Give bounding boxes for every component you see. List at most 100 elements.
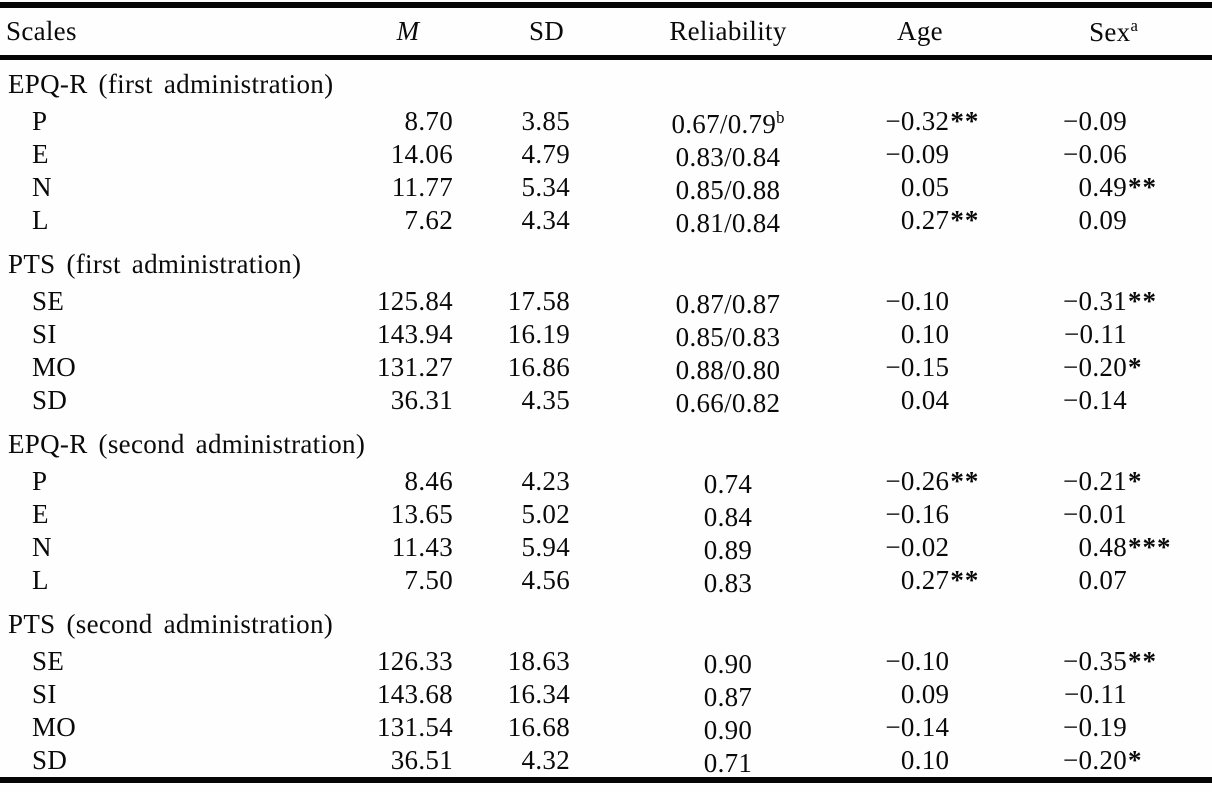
scale-name-cell: E <box>32 138 49 169</box>
age-correlation-cell: −0.15 <box>870 351 995 384</box>
table-row: P 8.46 4.23 0.74 −0.26 ** −0.21 * <box>0 461 1212 500</box>
age-value: −0.15 <box>885 351 950 382</box>
sex-significance-stars: *** <box>1128 531 1172 562</box>
sex-value: −0.21 <box>1063 465 1127 496</box>
mean-cell: 11.43 <box>391 531 453 562</box>
mean-cell: 143.68 <box>376 678 453 709</box>
age-value: 0.27 <box>900 564 950 595</box>
sd-cell: 16.19 <box>507 318 570 349</box>
age-significance-stars: ** <box>950 204 980 235</box>
sd-cell: 17.58 <box>507 285 570 316</box>
scale-name-cell: N <box>32 171 52 202</box>
sex-correlation-cell: −0.20 * <box>995 351 1212 384</box>
mean-cell: 143.94 <box>376 318 453 349</box>
reliability-value: 0.85/0.88 <box>675 175 781 205</box>
reliability-value: 0.74 <box>703 469 753 499</box>
age-value: 0.27 <box>900 204 950 235</box>
sex-value: 0.07 <box>1078 564 1127 595</box>
reliability-cell: 0.87/0.87 <box>570 281 870 321</box>
sd-cell: 16.86 <box>507 351 570 382</box>
scale-name-cell: N <box>32 531 52 562</box>
mean-cell: 14.06 <box>390 138 453 169</box>
age-correlation-cell: −0.32 ** <box>870 105 995 138</box>
table-row: SI 143.68 16.34 0.87 0.09 −0.11 <box>0 674 1212 713</box>
table-header-rule <box>0 55 1212 60</box>
sex-correlation-cell: −0.11 <box>995 678 1212 711</box>
table-row: SD 36.51 4.32 0.71 0.10 −0.20 * <box>0 740 1212 779</box>
sex-significance-stars: ** <box>1128 645 1157 676</box>
age-value: −0.32 <box>885 105 950 136</box>
table-section: EPQ-R (first administration) P 8.70 3.85 0.6… <box>0 68 1212 238</box>
section-label: PTS (first administration) <box>8 249 302 279</box>
table-row: SE 126.33 18.63 0.90 −0.10 −0.35 ** <box>0 641 1212 680</box>
table-body: EPQ-R (first administration) P 8.70 3.85 0.6… <box>0 68 1212 779</box>
sex-correlation-cell: −0.11 <box>995 318 1212 351</box>
table-row: E 13.65 5.02 0.84 −0.16 −0.01 <box>0 494 1212 533</box>
reliability-value: 0.71 <box>703 748 753 778</box>
sex-value: −0.06 <box>1063 138 1127 169</box>
age-value: 0.05 <box>900 171 950 202</box>
age-correlation-cell: −0.26 ** <box>870 465 995 498</box>
scale-name-cell: MO <box>32 351 77 382</box>
sex-value: −0.01 <box>1063 498 1127 529</box>
table-section: PTS (first administration) SE 125.84 17.58 0… <box>0 248 1212 418</box>
mean-cell: 7.50 <box>404 564 453 595</box>
table-row: L 7.50 4.56 0.83 0.27 ** 0.07 <box>0 560 1212 599</box>
sex-correlation-cell: −0.06 <box>995 138 1212 171</box>
sex-correlation-cell: −0.01 <box>995 498 1212 531</box>
age-correlation-cell: 0.09 <box>870 678 995 711</box>
age-correlation-cell: −0.16 <box>870 498 995 531</box>
reliability-cell: 0.87 <box>570 674 870 714</box>
mean-cell: 11.77 <box>391 171 453 202</box>
sd-cell: 4.23 <box>521 465 570 496</box>
sex-significance-stars: * <box>1128 351 1143 382</box>
reliability-cell: 0.74 <box>570 461 870 501</box>
sd-cell: 4.32 <box>521 744 570 775</box>
sd-cell: 4.34 <box>521 204 570 235</box>
age-correlation-cell: 0.05 <box>870 171 995 204</box>
mean-cell: 8.70 <box>404 105 453 136</box>
sd-cell: 5.94 <box>521 531 570 562</box>
scale-name-cell: MO <box>32 711 77 742</box>
sex-value: −0.11 <box>1064 678 1127 709</box>
table-row: E 14.06 4.79 0.83/0.84 −0.09 −0.06 <box>0 134 1212 173</box>
table-row: MO 131.54 16.68 0.90 −0.14 −0.19 <box>0 707 1212 746</box>
reliability-cell: 0.66/0.82 <box>570 380 870 420</box>
scale-name-cell: SI <box>32 318 57 349</box>
mean-cell: 126.33 <box>376 645 453 676</box>
sex-value: −0.31 <box>1063 285 1127 316</box>
table-row: SE 125.84 17.58 0.87/0.87 −0.10 −0.31 ** <box>0 281 1212 320</box>
section-label: EPQ-R (first administration) <box>8 69 334 99</box>
sex-value: −0.14 <box>1063 384 1127 415</box>
scale-name-cell: SD <box>32 384 68 415</box>
table-header-row: Scales M SD Reliability Age Sexa <box>0 8 1212 55</box>
age-significance-stars: ** <box>950 465 980 496</box>
mean-cell: 36.51 <box>390 744 453 775</box>
reliability-value: 0.89 <box>703 535 753 565</box>
sex-correlation-cell: −0.31 ** <box>995 285 1212 318</box>
reliability-value: 0.81/0.84 <box>675 208 781 238</box>
reliability-cell: 0.83/0.84 <box>570 134 870 174</box>
sd-cell: 18.63 <box>507 645 570 676</box>
age-value: 0.09 <box>900 678 950 709</box>
table-row: N 11.43 5.94 0.89 −0.02 0.48 *** <box>0 527 1212 566</box>
col-header-sd: SD <box>528 16 565 46</box>
age-correlation-cell: 0.04 <box>870 384 995 417</box>
age-correlation-cell: −0.10 <box>870 285 995 318</box>
col-header-scales: Scales <box>6 16 77 46</box>
mean-cell: 8.46 <box>404 465 453 496</box>
section-header-row: PTS (first administration) <box>0 248 1212 281</box>
scale-name-cell: P <box>32 465 48 496</box>
section-header-row: PTS (second administration) <box>0 608 1212 641</box>
reliability-value: 0.90 <box>703 649 753 679</box>
mean-cell: 131.27 <box>376 351 453 382</box>
sd-cell: 16.34 <box>507 678 570 709</box>
age-value: 0.04 <box>900 384 950 415</box>
sex-correlation-cell: −0.21 * <box>995 465 1212 498</box>
col-header-reliability: Reliability <box>669 16 787 46</box>
mean-cell: 7.62 <box>404 204 453 235</box>
age-value: −0.09 <box>885 138 950 169</box>
sd-cell: 16.68 <box>507 711 570 742</box>
age-correlation-cell: 0.10 <box>870 318 995 351</box>
sex-footnote-marker: a <box>1130 15 1138 35</box>
